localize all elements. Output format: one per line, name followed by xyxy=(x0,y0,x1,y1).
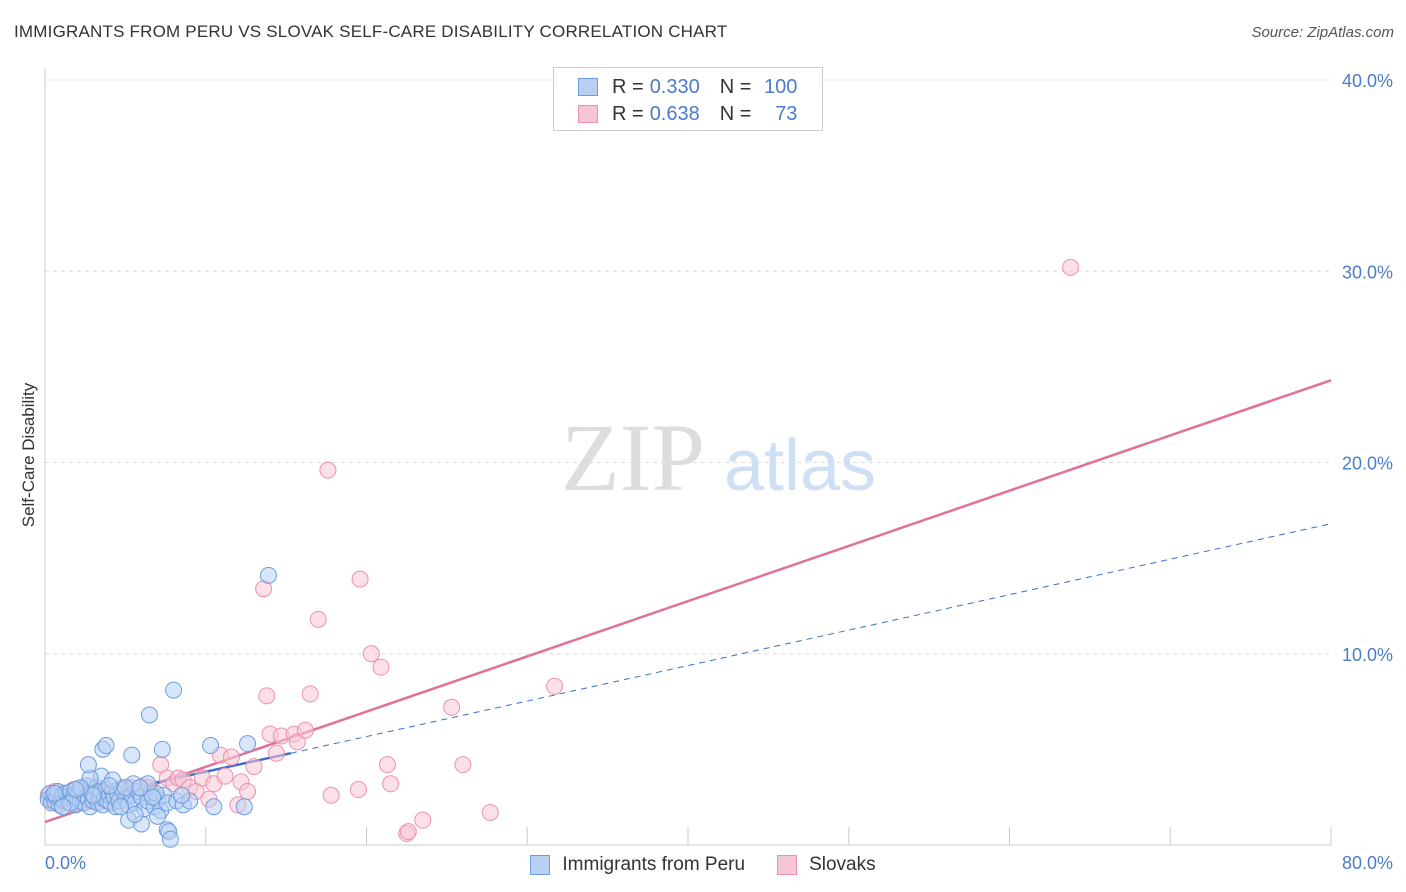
tick-labels: 10.0% 20.0% 30.0% 40.0% 0.0% 80.0% xyxy=(45,71,1393,873)
point-slovaks xyxy=(349,781,367,799)
legend-r-value: 0.330 xyxy=(649,75,700,98)
point-slovaks xyxy=(454,756,472,774)
axes xyxy=(44,68,1332,846)
trendline-slovaks xyxy=(44,379,1332,824)
point-peru xyxy=(239,735,257,753)
point-peru xyxy=(97,737,115,755)
point-peru xyxy=(84,786,102,804)
point-peru xyxy=(54,798,72,816)
source-label: Source: ZipAtlas.com xyxy=(1251,24,1394,41)
legend-row-blue: R = 0.330 N = 100 xyxy=(578,74,797,100)
correlation-legend: R = 0.330 N = 100 R = 0.638 N = 73 xyxy=(553,67,823,131)
point-peru xyxy=(173,786,191,804)
y-tick-label: 10.0% xyxy=(1342,645,1393,665)
legend-r-label: R = xyxy=(612,75,644,98)
point-peru xyxy=(100,777,118,795)
watermark-zip: ZIP xyxy=(561,404,705,511)
legend-row-pink: R = 0.638 N = 73 xyxy=(578,101,797,127)
point-slovaks xyxy=(309,610,327,628)
watermark: ZIP atlas xyxy=(561,404,876,511)
point-slovaks xyxy=(1062,258,1080,276)
point-peru xyxy=(116,779,134,797)
series-legend: Immigrants from Peru Slovaks xyxy=(0,852,1406,878)
point-peru xyxy=(205,798,223,816)
point-slovaks xyxy=(267,744,285,762)
point-peru xyxy=(79,756,97,774)
point-peru xyxy=(259,566,277,584)
x-tick-label: 80.0% xyxy=(1342,853,1393,873)
point-slovaks xyxy=(414,811,432,829)
legend-n-value: 100 xyxy=(764,75,798,98)
point-slovaks xyxy=(481,803,499,821)
point-peru xyxy=(112,798,130,816)
trendline-peru-extension xyxy=(290,523,1332,754)
point-peru xyxy=(126,805,144,823)
point-slovaks xyxy=(382,775,400,793)
watermark-atlas: atlas xyxy=(724,426,876,506)
legend-swatch-slovaks xyxy=(777,855,798,875)
point-peru xyxy=(144,788,162,806)
legend-label-slovaks: Slovaks xyxy=(809,854,876,875)
point-slovaks xyxy=(362,645,380,663)
point-slovaks xyxy=(258,687,276,705)
y-tick-label: 30.0% xyxy=(1342,262,1393,282)
point-slovaks xyxy=(222,748,240,766)
point-peru xyxy=(202,737,220,755)
legend-r-value: 0.638 xyxy=(649,102,700,125)
point-slovaks xyxy=(546,677,564,695)
point-slovaks xyxy=(296,721,314,739)
legend-n-label: N = xyxy=(719,75,752,98)
legend-r-label: R = xyxy=(612,102,644,125)
point-slovaks xyxy=(301,685,319,703)
point-slovaks xyxy=(399,823,417,841)
legend-n-value: 73 xyxy=(775,102,798,125)
point-peru xyxy=(235,798,253,816)
point-peru xyxy=(46,784,64,802)
legend-swatch-peru xyxy=(530,855,551,875)
legend-swatch-pink xyxy=(578,105,598,123)
point-peru xyxy=(165,681,183,699)
point-slovaks xyxy=(372,658,390,676)
point-peru xyxy=(161,830,179,848)
point-slovaks xyxy=(319,461,337,479)
point-peru xyxy=(140,706,158,724)
point-slovaks xyxy=(351,570,369,588)
point-peru xyxy=(67,781,85,799)
legend-item-peru[interactable]: Immigrants from Peru xyxy=(530,854,745,876)
chart-title: IMMIGRANTS FROM PERU VS SLOVAK SELF-CARE… xyxy=(14,22,728,41)
point-slovaks xyxy=(443,698,461,716)
point-slovaks xyxy=(245,758,263,776)
y-axis-label: Self-Care Disability xyxy=(19,382,38,527)
point-peru xyxy=(123,746,141,764)
legend-n-label: N = xyxy=(719,102,752,125)
grid-lines xyxy=(45,79,1331,655)
point-slovaks xyxy=(322,786,340,804)
point-peru xyxy=(131,779,149,797)
y-tick-label: 40.0% xyxy=(1342,71,1393,91)
point-slovaks xyxy=(216,767,234,785)
legend-item-slovaks[interactable]: Slovaks xyxy=(777,854,876,876)
point-slovaks xyxy=(378,756,396,774)
y-tick-label: 20.0% xyxy=(1342,454,1393,474)
point-peru xyxy=(153,740,171,758)
point-slovaks xyxy=(239,782,257,800)
x-tick-label: 0.0% xyxy=(45,853,86,873)
legend-label-peru: Immigrants from Peru xyxy=(562,854,746,875)
point-peru xyxy=(149,807,167,825)
points-layer xyxy=(39,258,1080,848)
legend-swatch-blue xyxy=(578,78,598,96)
